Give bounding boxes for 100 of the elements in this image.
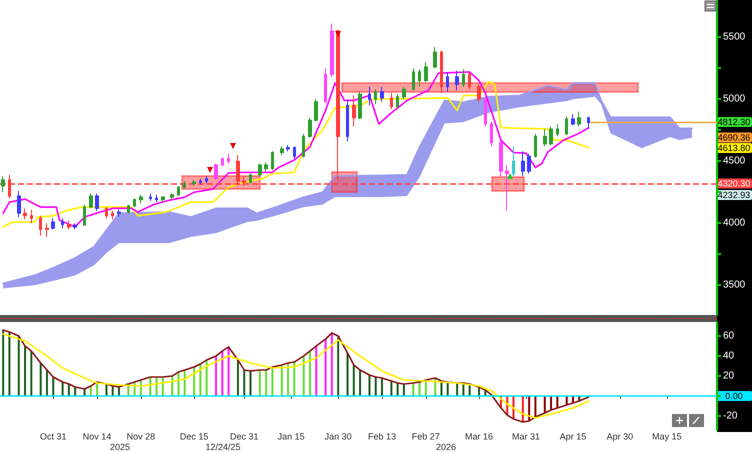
- candlestick: [462, 68, 465, 88]
- bar: [215, 356, 218, 396]
- bar: [374, 377, 377, 396]
- candlestick: [51, 218, 55, 230]
- candlestick: [390, 92, 393, 110]
- candlestick: [61, 218, 64, 229]
- candlestick: [293, 146, 296, 160]
- candlestick: [521, 150, 525, 177]
- bar: [315, 346, 318, 396]
- candlestick: [505, 164, 509, 212]
- candlestick: [258, 163, 262, 177]
- bar: [346, 353, 349, 396]
- candlestick: [30, 209, 33, 224]
- bar: [243, 370, 246, 396]
- candlestick: [133, 198, 136, 208]
- y-tick-label: 20: [723, 370, 735, 382]
- candlestick: [161, 195, 165, 203]
- candlestick: [324, 68, 327, 104]
- bar: [249, 371, 252, 396]
- x-tick-label: Mar 31: [512, 432, 540, 442]
- candlestick: [374, 88, 377, 105]
- bar: [236, 360, 239, 396]
- bar: [293, 362, 296, 396]
- candlestick: [214, 163, 218, 180]
- x-tick-label: Jan 15: [278, 432, 305, 442]
- candlestick: [264, 162, 268, 172]
- bar: [396, 383, 399, 396]
- candlestick: [336, 29, 340, 180]
- candlestick: [280, 146, 284, 156]
- bar: [258, 370, 261, 396]
- text: 12/24/25: [205, 442, 241, 452]
- bar: [412, 383, 414, 396]
- candlestick: [484, 97, 487, 127]
- bar: [368, 375, 370, 396]
- x-tick-label: Oct 31: [40, 432, 66, 442]
- candlestick: [577, 111, 581, 127]
- bar: [40, 363, 42, 396]
- text: 4232.93: [718, 190, 750, 200]
- bar: [221, 351, 224, 396]
- candlestick: [177, 186, 180, 196]
- candlestick: [183, 180, 186, 190]
- bar: [24, 346, 26, 396]
- bar: [352, 365, 355, 396]
- candlestick: [358, 91, 362, 120]
- candlestick: [39, 215, 42, 236]
- x-tick-label: Dec 31: [230, 432, 258, 442]
- candlestick: [89, 192, 93, 209]
- bar: [265, 370, 268, 396]
- candlestick: [549, 126, 553, 146]
- candlestick: [477, 84, 481, 102]
- bar: [30, 351, 32, 396]
- bar: [324, 339, 327, 396]
- candlestick: [380, 86, 384, 102]
- candlestick: [446, 71, 449, 92]
- candlestick: [396, 94, 399, 108]
- candlestick: [565, 116, 568, 136]
- candlestick: [73, 222, 77, 230]
- candlestick: [155, 194, 158, 203]
- bar: [534, 396, 536, 417]
- candlestick: [286, 144, 290, 152]
- ref-line-label: 0.00: [725, 391, 743, 401]
- candlestick: [455, 70, 459, 92]
- candlestick: [412, 68, 415, 92]
- candlestick: [527, 153, 531, 174]
- y-tick-label: 3500: [723, 280, 746, 291]
- bar: [2, 330, 4, 396]
- x-tick-label: Feb 27: [412, 432, 440, 442]
- text: 2025: [110, 442, 130, 452]
- y-tick-label: 5000: [723, 94, 746, 105]
- y-tick-label: 4000: [723, 218, 746, 229]
- candlestick: [117, 209, 121, 218]
- x-tick-label: Apr 15: [560, 432, 586, 442]
- bar: [62, 382, 64, 396]
- candlestick: [170, 192, 174, 200]
- candlestick: [402, 86, 406, 100]
- candlestick: [127, 204, 130, 214]
- candlestick: [95, 192, 99, 212]
- candlestick: [346, 98, 349, 142]
- text: 4613.80: [718, 143, 750, 153]
- candlestick: [490, 121, 493, 147]
- x-tick-label: Mar 16: [465, 432, 494, 442]
- candlestick: [314, 98, 318, 122]
- y-tick-label: 5500: [723, 32, 746, 43]
- y-tick-label: 40: [723, 350, 735, 362]
- bar: [8, 332, 10, 396]
- text: 4812.30: [718, 117, 750, 127]
- candlestick: [499, 140, 503, 177]
- bar: [46, 370, 48, 396]
- candlestick: [45, 222, 49, 238]
- x-tick-label: Nov 28: [126, 432, 156, 442]
- candlestick: [111, 210, 114, 220]
- candlestick: [512, 146, 515, 177]
- candlestick: [67, 220, 71, 230]
- candlestick: [308, 117, 312, 138]
- candlestick: [199, 178, 202, 186]
- candlestick: [149, 192, 152, 202]
- candlestick: [271, 150, 274, 170]
- candlestick: [571, 114, 575, 126]
- y-tick-label: 60: [723, 330, 735, 342]
- candlestick: [424, 62, 428, 82]
